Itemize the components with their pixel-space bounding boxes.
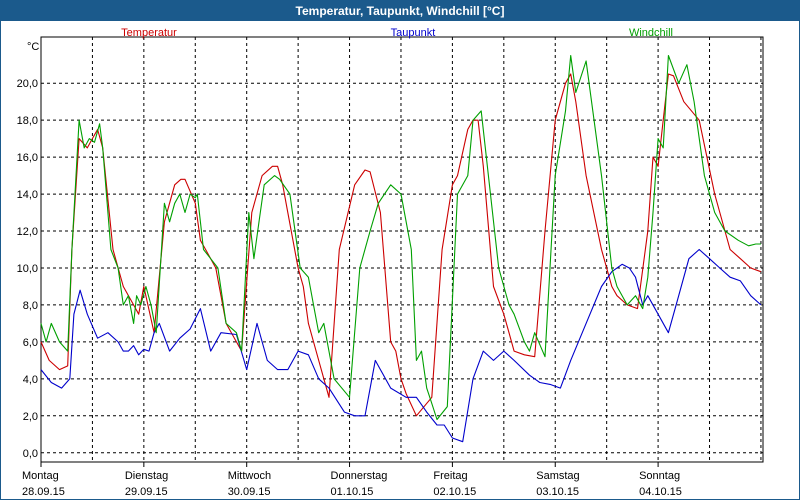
chart-title: Temperatur, Taupunkt, Windchill [°C] [1, 1, 799, 21]
y-tick-label: 18,0 [17, 115, 38, 127]
x-tick-date-label: 30.09.15 [228, 486, 271, 498]
y-tick-label: 0,0 [23, 448, 38, 460]
grid [41, 37, 763, 462]
y-tick-label: 14,0 [17, 189, 38, 201]
x-tick-date-label: 02.10.15 [433, 486, 476, 498]
x-tick-day-label: Sonntag [639, 470, 680, 482]
x-tick-date-label: 01.10.15 [331, 486, 374, 498]
x-tick-day-label: Dienstag [125, 470, 168, 482]
series-line-windchill [40, 54, 761, 421]
x-tick-date-label: 04.10.15 [639, 486, 682, 498]
y-axis-label: °C [27, 41, 39, 53]
series-line-taupunkt [40, 248, 762, 443]
y-tick-label: 16,0 [17, 152, 38, 164]
x-tick-date-label: 29.09.15 [125, 486, 168, 498]
x-tick-day-label: Donnerstag [331, 470, 388, 482]
legend: Temperatur Taupunkt Windchill [121, 27, 673, 39]
y-tick-label: 8,0 [23, 300, 38, 312]
y-tick-label: 6,0 [23, 337, 38, 349]
x-tick-day-label: Samstag [536, 470, 579, 482]
x-tick-date-label: 03.10.15 [536, 486, 579, 498]
y-tick-label: 4,0 [23, 374, 38, 386]
x-tick-day-label: Freitag [433, 470, 467, 482]
y-tick-label: 2,0 [23, 411, 38, 423]
plot-area [40, 36, 764, 463]
x-tick-day-label: Montag [22, 470, 59, 482]
legend-entry-temperatur: Temperatur [121, 27, 177, 39]
series-layer [40, 54, 762, 443]
y-tick-label: 10,0 [17, 263, 38, 275]
series-line-temperatur [40, 73, 762, 417]
y-tick-label: 12,0 [17, 226, 38, 238]
x-tick-date-label: 28.09.15 [22, 486, 65, 498]
axes: 0,0 2,0 4,0 6,0 8,0 10,0 12,0 14,0 16,0 18,0 20,0 °… [17, 41, 682, 498]
x-tick-day-label: Mittwoch [228, 470, 271, 482]
y-tick-label: 20,0 [17, 78, 38, 90]
legend-entry-taupunkt: Taupunkt [391, 27, 436, 39]
legend-entry-windchill: Windchill [629, 27, 673, 39]
